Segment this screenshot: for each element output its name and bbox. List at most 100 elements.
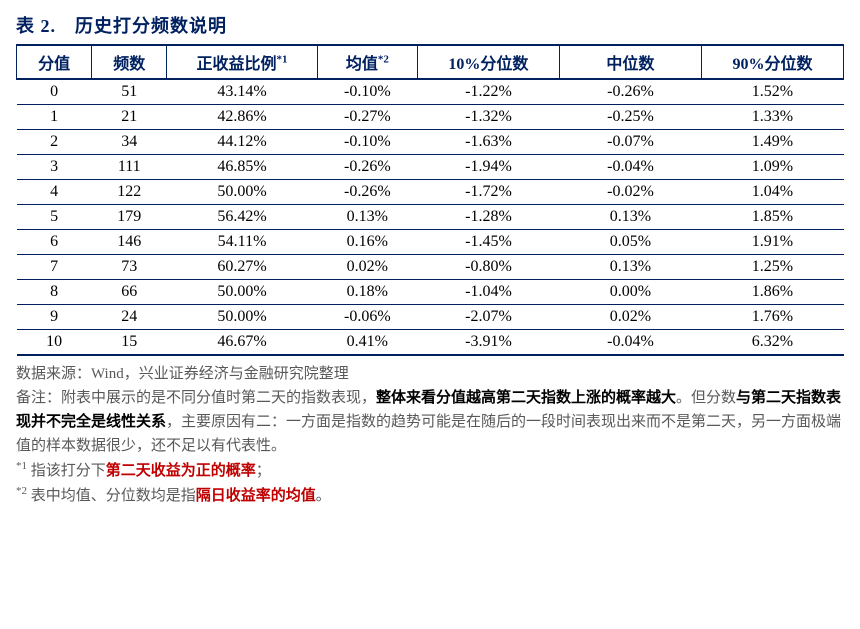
table-cell: 10 <box>17 330 92 356</box>
th-median: 中位数 <box>559 45 701 79</box>
table-cell: 5 <box>17 205 92 230</box>
table-cell: 8 <box>17 280 92 305</box>
table-cell: -2.07% <box>417 305 559 330</box>
table-cell: 0.16% <box>317 230 417 255</box>
table-cell: 1.09% <box>701 155 843 180</box>
table-cell: 51 <box>92 79 167 105</box>
table-cell: 0.18% <box>317 280 417 305</box>
table-cell: -1.22% <box>417 79 559 105</box>
table-cell: 56.42% <box>167 205 317 230</box>
th-posrate: 正收益比例*1 <box>167 45 317 79</box>
table-cell: 24 <box>92 305 167 330</box>
table-cell: 1.85% <box>701 205 843 230</box>
th-freq: 频数 <box>92 45 167 79</box>
table-cell: -0.10% <box>317 79 417 105</box>
table-cell: -1.72% <box>417 180 559 205</box>
table-cell: -0.25% <box>559 105 701 130</box>
table-cell: -0.07% <box>559 130 701 155</box>
table-cell: 0.41% <box>317 330 417 356</box>
table-cell: -0.80% <box>417 255 559 280</box>
table-row: 101546.67%0.41%-3.91%-0.04%6.32% <box>17 330 844 356</box>
table-cell: 50.00% <box>167 305 317 330</box>
footnote-2: *2 表中均值、分位数均是指隔日收益率的均值。 <box>16 483 844 508</box>
table-cell: 50.00% <box>167 180 317 205</box>
footnote-1: *1 指该打分下第二天收益为正的概率； <box>16 458 844 483</box>
table-cell: -0.26% <box>559 79 701 105</box>
table-cell: 111 <box>92 155 167 180</box>
table-body: 05143.14%-0.10%-1.22%-0.26%1.52%12142.86… <box>17 79 844 355</box>
notes-block: 数据来源：Wind，兴业证券经济与金融研究院整理 备注：附表中展示的是不同分值时… <box>16 362 844 508</box>
table-cell: 46.67% <box>167 330 317 356</box>
table-cell: -3.91% <box>417 330 559 356</box>
table-cell: 0.13% <box>317 205 417 230</box>
table-row: 86650.00%0.18%-1.04%0.00%1.86% <box>17 280 844 305</box>
table-row: 517956.42%0.13%-1.28%0.13%1.85% <box>17 205 844 230</box>
table-cell: 1.91% <box>701 230 843 255</box>
table-cell: -0.06% <box>317 305 417 330</box>
th-posrate-sup: *1 <box>277 54 288 66</box>
table-row: 92450.00%-0.06%-2.07%0.02%1.76% <box>17 305 844 330</box>
table-cell: 0.02% <box>559 305 701 330</box>
table-row: 311146.85%-0.26%-1.94%-0.04%1.09% <box>17 155 844 180</box>
table-cell: 1.76% <box>701 305 843 330</box>
table-cell: -1.94% <box>417 155 559 180</box>
remark-bold1: 整体来看分值越高第二天指数上涨的概率越大 <box>376 390 676 406</box>
footnote-1-b: ； <box>256 463 271 479</box>
th-posrate-text: 正收益比例 <box>197 56 277 73</box>
table-row: 05143.14%-0.10%-1.22%-0.26%1.52% <box>17 79 844 105</box>
table-cell: 4 <box>17 180 92 205</box>
table-cell: 3 <box>17 155 92 180</box>
remark-mid1: 。但分数 <box>676 390 736 406</box>
footnote-1-sup: *1 <box>16 460 27 472</box>
table-cell: 54.11% <box>167 230 317 255</box>
table-cell: 6 <box>17 230 92 255</box>
remark: 备注：附表中展示的是不同分值时第二天的指数表现，整体来看分值越高第二天指数上涨的… <box>16 386 844 458</box>
table-cell: -0.26% <box>317 155 417 180</box>
table-cell: 34 <box>92 130 167 155</box>
table-cell: 179 <box>92 205 167 230</box>
th-mean-sup: *2 <box>378 54 389 66</box>
table-cell: 146 <box>92 230 167 255</box>
table-cell: -0.02% <box>559 180 701 205</box>
table-cell: -1.32% <box>417 105 559 130</box>
table-cell: 60.27% <box>167 255 317 280</box>
table-cell: 0.13% <box>559 255 701 280</box>
table-row: 614654.11%0.16%-1.45%0.05%1.91% <box>17 230 844 255</box>
table-cell: 50.00% <box>167 280 317 305</box>
table-cell: 73 <box>92 255 167 280</box>
table-cell: 46.85% <box>167 155 317 180</box>
table-cell: 0 <box>17 79 92 105</box>
table-cell: -0.04% <box>559 330 701 356</box>
table-cell: 0.00% <box>559 280 701 305</box>
footnote-2-sup: *2 <box>16 485 27 497</box>
table-cell: 1.52% <box>701 79 843 105</box>
table-cell: 1.86% <box>701 280 843 305</box>
th-score: 分值 <box>17 45 92 79</box>
table-header-row: 分值 频数 正收益比例*1 均值*2 10%分位数 中位数 90%分位数 <box>17 45 844 79</box>
table-row: 412250.00%-0.26%-1.72%-0.02%1.04% <box>17 180 844 205</box>
footnote-2-b: 。 <box>316 488 331 504</box>
table-cell: 44.12% <box>167 130 317 155</box>
table-cell: 0.02% <box>317 255 417 280</box>
table-cell: -1.28% <box>417 205 559 230</box>
data-source: 数据来源：Wind，兴业证券经济与金融研究院整理 <box>16 362 844 386</box>
table-cell: 0.05% <box>559 230 701 255</box>
th-mean: 均值*2 <box>317 45 417 79</box>
remark-prefix: 备注：附表中展示的是不同分值时第二天的指数表现， <box>16 390 376 406</box>
table-cell: 7 <box>17 255 92 280</box>
table-cell: 15 <box>92 330 167 356</box>
table-cell: 9 <box>17 305 92 330</box>
table-cell: 1 <box>17 105 92 130</box>
table-row: 12142.86%-0.27%-1.32%-0.25%1.33% <box>17 105 844 130</box>
footnote-2-a: 表中均值、分位数均是指 <box>27 488 196 504</box>
footnote-2-red: 隔日收益率的均值 <box>196 488 316 504</box>
table-cell: 1.04% <box>701 180 843 205</box>
th-p10: 10%分位数 <box>417 45 559 79</box>
table-cell: 1.49% <box>701 130 843 155</box>
table-cell: -0.04% <box>559 155 701 180</box>
table-cell: 0.13% <box>559 205 701 230</box>
th-mean-text: 均值 <box>346 56 378 73</box>
table-cell: 43.14% <box>167 79 317 105</box>
table-cell: 21 <box>92 105 167 130</box>
table-cell: -0.10% <box>317 130 417 155</box>
